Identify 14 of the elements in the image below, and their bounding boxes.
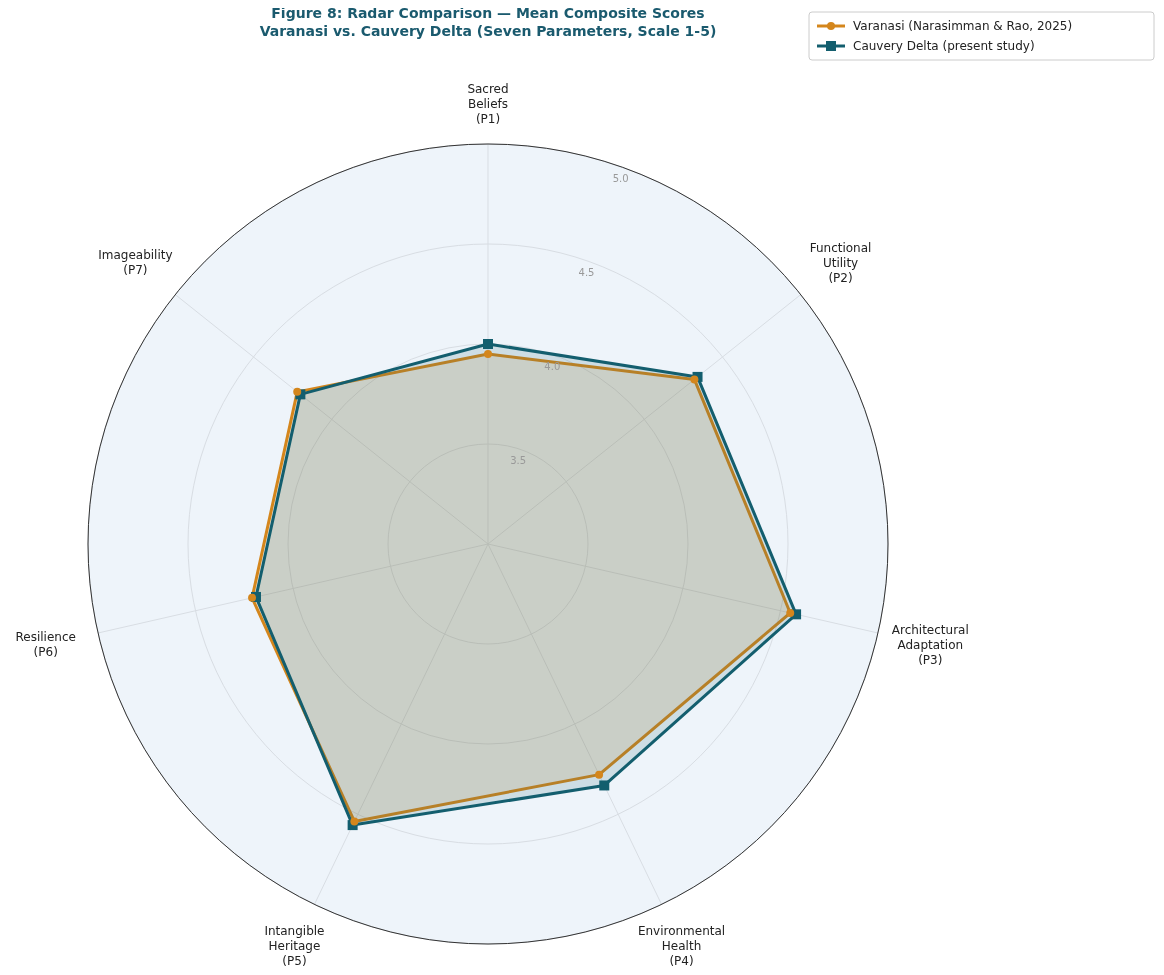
y-tick-label: 5.0 [612, 173, 629, 185]
spoke-label: Functional Utility (P2) [809, 240, 872, 285]
spoke-label: Sacred Beliefs (P1) [467, 81, 509, 126]
spoke-label: Environmental Health (P4) [637, 923, 726, 968]
legend-label: Varanasi (Narasimman & Rao, 2025) [853, 18, 1073, 33]
legend-label: Cauvery Delta (present study) [853, 38, 1035, 53]
chart-title: Figure 8: Radar Comparison — Mean Composite Scores [271, 5, 705, 21]
spoke-label: Resilience (P6) [15, 629, 76, 659]
spoke-label: Architectural Adaptation (P3) [891, 622, 969, 667]
spoke-label: Imageability (P7) [98, 247, 173, 277]
text: Varanasi vs. Cauvery Delta (Seven Parameters, Scale 1-5) [259, 23, 717, 39]
spoke-label: Intangible Heritage (P5) [264, 923, 325, 968]
y-tick-label: 4.5 [578, 267, 595, 279]
y-tick-label: 4.0 [544, 361, 561, 373]
